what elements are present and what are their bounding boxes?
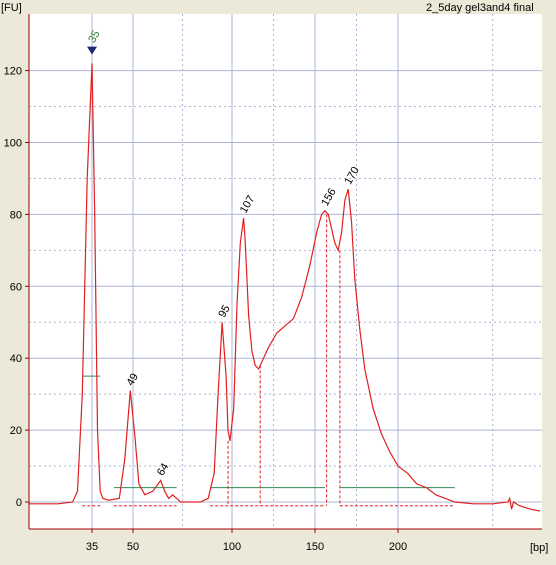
- marker: 35: [86, 29, 103, 55]
- y-tick-label: 80: [10, 209, 22, 221]
- x-tick-label: 150: [306, 541, 324, 553]
- y-tick-label: 120: [4, 66, 22, 78]
- x-tick-label: 50: [127, 541, 139, 553]
- baseline-regions: [82, 214, 455, 507]
- chart-title: 2_5day gel3and4 final: [426, 2, 534, 14]
- x-tick-label: 200: [389, 541, 407, 553]
- peak-label: 64: [155, 461, 172, 478]
- y-tick-label: 0: [16, 497, 22, 509]
- x-tick-label: 100: [223, 541, 241, 553]
- x-tick-label: 35: [86, 541, 98, 553]
- signal-trace: [29, 63, 541, 512]
- plot-area: [29, 14, 542, 529]
- y-tick-label: 40: [10, 353, 22, 365]
- y-tick-label: 100: [4, 138, 22, 150]
- marker-label: 35: [86, 29, 103, 46]
- y-tick-label: 60: [10, 281, 22, 293]
- grid: [29, 14, 542, 529]
- marker-triangle: [87, 46, 97, 55]
- axes: 0 20 40 60 80 100 120 35 50 100 150 200: [4, 14, 542, 553]
- y-tick-label: 20: [10, 425, 22, 437]
- peak-label: 95: [216, 303, 233, 320]
- peak-label: 49: [124, 371, 141, 388]
- y-axis-label: [FU]: [1, 2, 22, 14]
- x-axis-label: [bp]: [530, 542, 548, 554]
